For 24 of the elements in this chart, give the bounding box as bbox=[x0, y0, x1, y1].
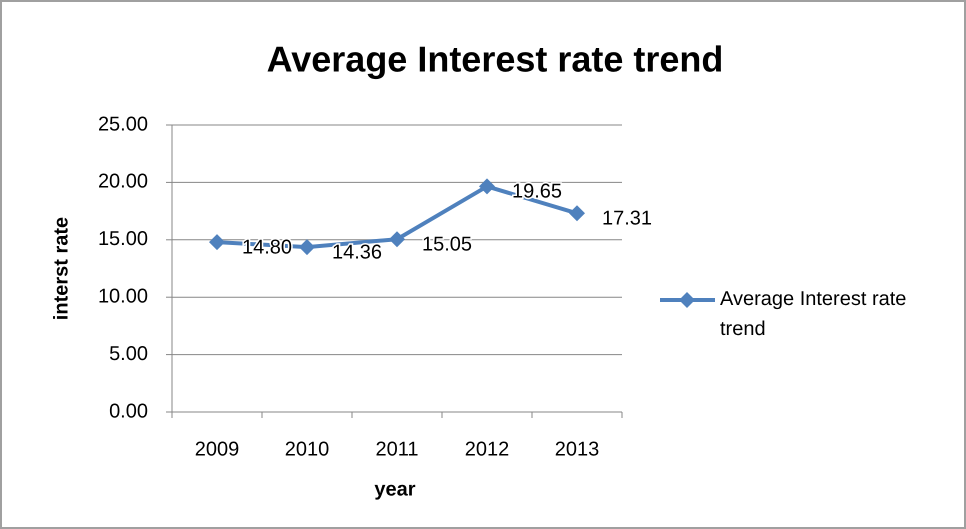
x-tick-label: 2013 bbox=[554, 438, 600, 460]
y-tick-label: 0.00 bbox=[109, 400, 148, 422]
point bbox=[389, 231, 405, 248]
data-label: 14.36 bbox=[332, 241, 382, 264]
chart-title: Average Interest rate trend bbox=[266, 38, 724, 80]
point bbox=[569, 205, 585, 222]
y-tick-label: 25.00 bbox=[98, 113, 148, 136]
x-tick-label: 2009 bbox=[194, 438, 240, 460]
y-axis-title: interst rate bbox=[50, 216, 72, 320]
y-tick-label: 20.00 bbox=[98, 170, 148, 193]
y-tick-label: 10.00 bbox=[98, 285, 148, 308]
x-tick-label: 2010 bbox=[284, 438, 330, 460]
point bbox=[299, 239, 315, 256]
point bbox=[209, 234, 225, 250]
point bbox=[479, 178, 495, 194]
data-label: 15.05 bbox=[422, 234, 472, 256]
x-tick-label: 2011 bbox=[375, 438, 419, 460]
x-tick-label: 2012 bbox=[464, 438, 510, 460]
legend-label: Average Interest rate trend bbox=[720, 288, 906, 340]
y-tick-label: 15.00 bbox=[98, 228, 148, 250]
y-tick-label: 5.00 bbox=[109, 342, 148, 365]
data-label: 17.31 bbox=[602, 208, 652, 230]
x-axis-title: year bbox=[374, 478, 416, 500]
data-label: 19.65 bbox=[512, 180, 562, 203]
